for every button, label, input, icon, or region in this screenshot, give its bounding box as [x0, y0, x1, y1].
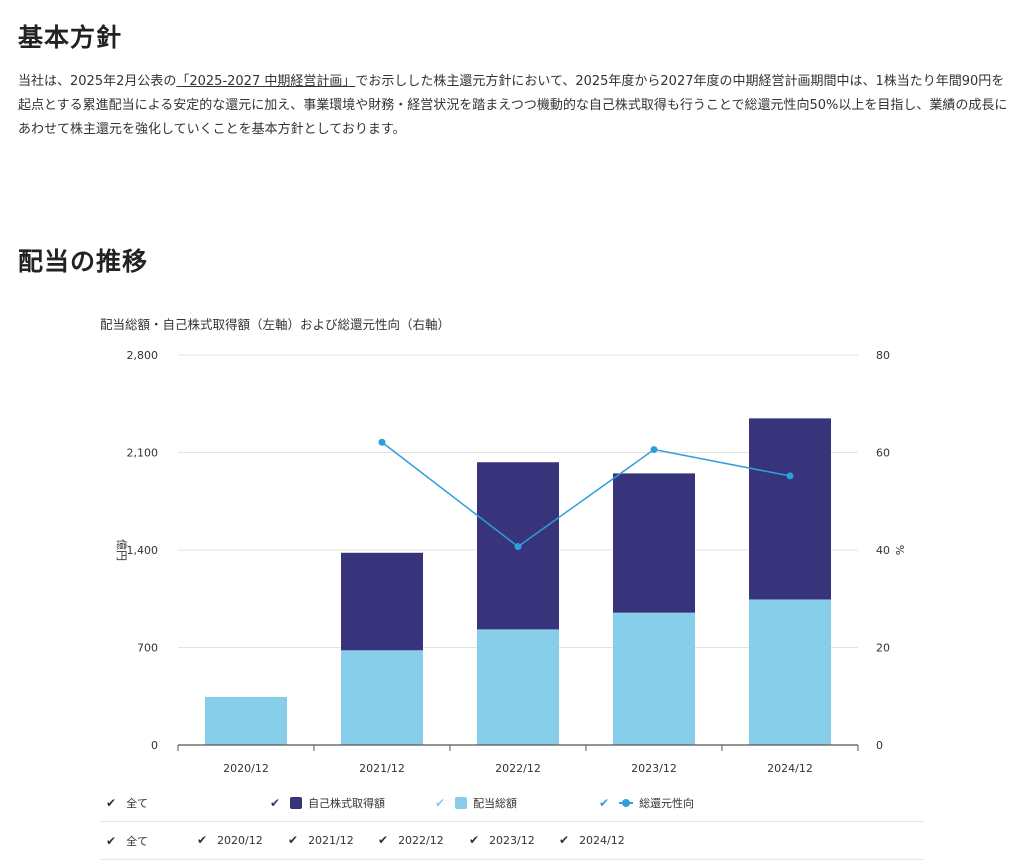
legend-payout-label: 総還元性向 — [639, 797, 695, 810]
legend-cat-label: 2023/12 — [489, 833, 535, 847]
legend-cat-2024[interactable]: ✔ 2024/12 — [559, 833, 625, 847]
buyback-swatch-icon — [290, 797, 303, 809]
check-icon: ✔ — [435, 796, 446, 810]
legend-item-payout[interactable]: ✔ 総還元性向 — [599, 795, 694, 811]
check-icon: ✔ — [106, 834, 117, 848]
dividend-swatch-icon — [455, 797, 468, 809]
bar-dividend — [341, 650, 423, 745]
legend-all-series[interactable]: ✔ 全て — [106, 795, 148, 811]
bar-dividend — [477, 629, 559, 745]
payout-ratio-point — [514, 543, 522, 551]
check-icon: ✔ — [288, 833, 299, 847]
check-icon: ✔ — [559, 833, 570, 847]
dividend-chart: 0 700 1,400 2,100 2,800 0 20 40 60 80 億円 % 2020/12 20… — [115, 349, 906, 775]
payout-ratio-point — [378, 438, 386, 446]
check-icon: ✔ — [197, 833, 208, 847]
y-axis-title: 億円 — [115, 539, 128, 561]
chart-title: 配当総額・自己株式取得額（左軸）および総還元性向（右軸） — [100, 317, 451, 332]
bar-dividend — [205, 696, 287, 745]
x-tick-label: 2020/12 — [223, 762, 269, 775]
policy-heading: 基本方針 — [18, 23, 123, 52]
legend-cat-label: 2022/12 — [398, 833, 444, 847]
bar-buyback — [341, 552, 423, 651]
policy-text: 当社は、2025年2月公表の「2025-2027 中期経営計画」でお示しした株主… — [18, 70, 1008, 142]
legend-cat-2020[interactable]: ✔ 2020/12 — [197, 833, 263, 847]
bar-buyback — [613, 473, 695, 613]
legend-cat-2021[interactable]: ✔ 2021/12 — [288, 833, 354, 847]
y2-tick-label: 40 — [876, 544, 890, 557]
y-tick-label: 2,800 — [127, 349, 159, 362]
midterm-plan-link[interactable]: 「2025-2027 中期経営計画」 — [176, 74, 356, 89]
legend-all-categories[interactable]: ✔ 全て — [106, 833, 148, 849]
category-legend: ✔ 全て ✔ 2020/12 ✔ 2021/12 ✔ 2022/12 ✔ 202… — [100, 821, 924, 860]
legend-item-buyback[interactable]: ✔ 自己株式取得額 — [270, 795, 385, 811]
legend-dividend-label: 配当総額 — [473, 797, 518, 810]
y2-tick-label: 0 — [876, 739, 883, 752]
legend-cat-2023[interactable]: ✔ 2023/12 — [469, 833, 535, 847]
dividend-trend-heading: 配当の推移 — [18, 247, 149, 276]
y2-tick-label: 80 — [876, 349, 890, 362]
legend-cat-2022[interactable]: ✔ 2022/12 — [378, 833, 444, 847]
legend-item-dividend[interactable]: ✔ 配当総額 — [435, 795, 517, 811]
series-legend: ✔ 全て ✔ 自己株式取得額 ✔ 配当総額 ✔ 総還元性向 — [100, 783, 924, 822]
x-tick-label: 2024/12 — [767, 762, 813, 775]
payout-line-swatch-icon — [619, 797, 634, 809]
legend-cat-label: 2024/12 — [579, 833, 625, 847]
bar-buyback — [749, 418, 831, 600]
check-icon: ✔ — [106, 796, 117, 810]
policy-text-before: 当社は、2025年2月公表の — [18, 74, 177, 89]
legend-cat-label: 2020/12 — [217, 833, 263, 847]
check-icon: ✔ — [599, 796, 610, 810]
legend-cat-label: 2021/12 — [308, 833, 354, 847]
check-icon: ✔ — [270, 796, 281, 810]
y-tick-label: 2,100 — [127, 447, 159, 460]
x-tick-label: 2021/12 — [359, 762, 405, 775]
legend-all-cat-label: 全て — [126, 835, 149, 848]
bar-dividend — [613, 612, 695, 745]
y-tick-label: 700 — [137, 642, 158, 655]
legend-all-label: 全て — [126, 797, 149, 810]
bar-dividend — [749, 599, 831, 745]
y2-tick-label: 60 — [876, 447, 890, 460]
x-tick-label: 2023/12 — [631, 762, 677, 775]
check-icon: ✔ — [469, 833, 480, 847]
legend-buyback-label: 自己株式取得額 — [308, 797, 386, 810]
check-icon: ✔ — [378, 833, 389, 847]
payout-ratio-line — [381, 441, 791, 548]
y2-axis-title: % — [893, 545, 906, 555]
policy-text-after: でお示しした株主還元方針において、2025年度から2027年度の中期経営計画期間… — [18, 74, 1008, 137]
y2-tick-label: 20 — [876, 642, 890, 655]
y-tick-label: 1,400 — [127, 544, 159, 557]
payout-ratio-point — [786, 472, 794, 480]
y-tick-label: 0 — [151, 739, 158, 752]
x-tick-label: 2022/12 — [495, 762, 541, 775]
payout-ratio-point — [650, 446, 658, 454]
